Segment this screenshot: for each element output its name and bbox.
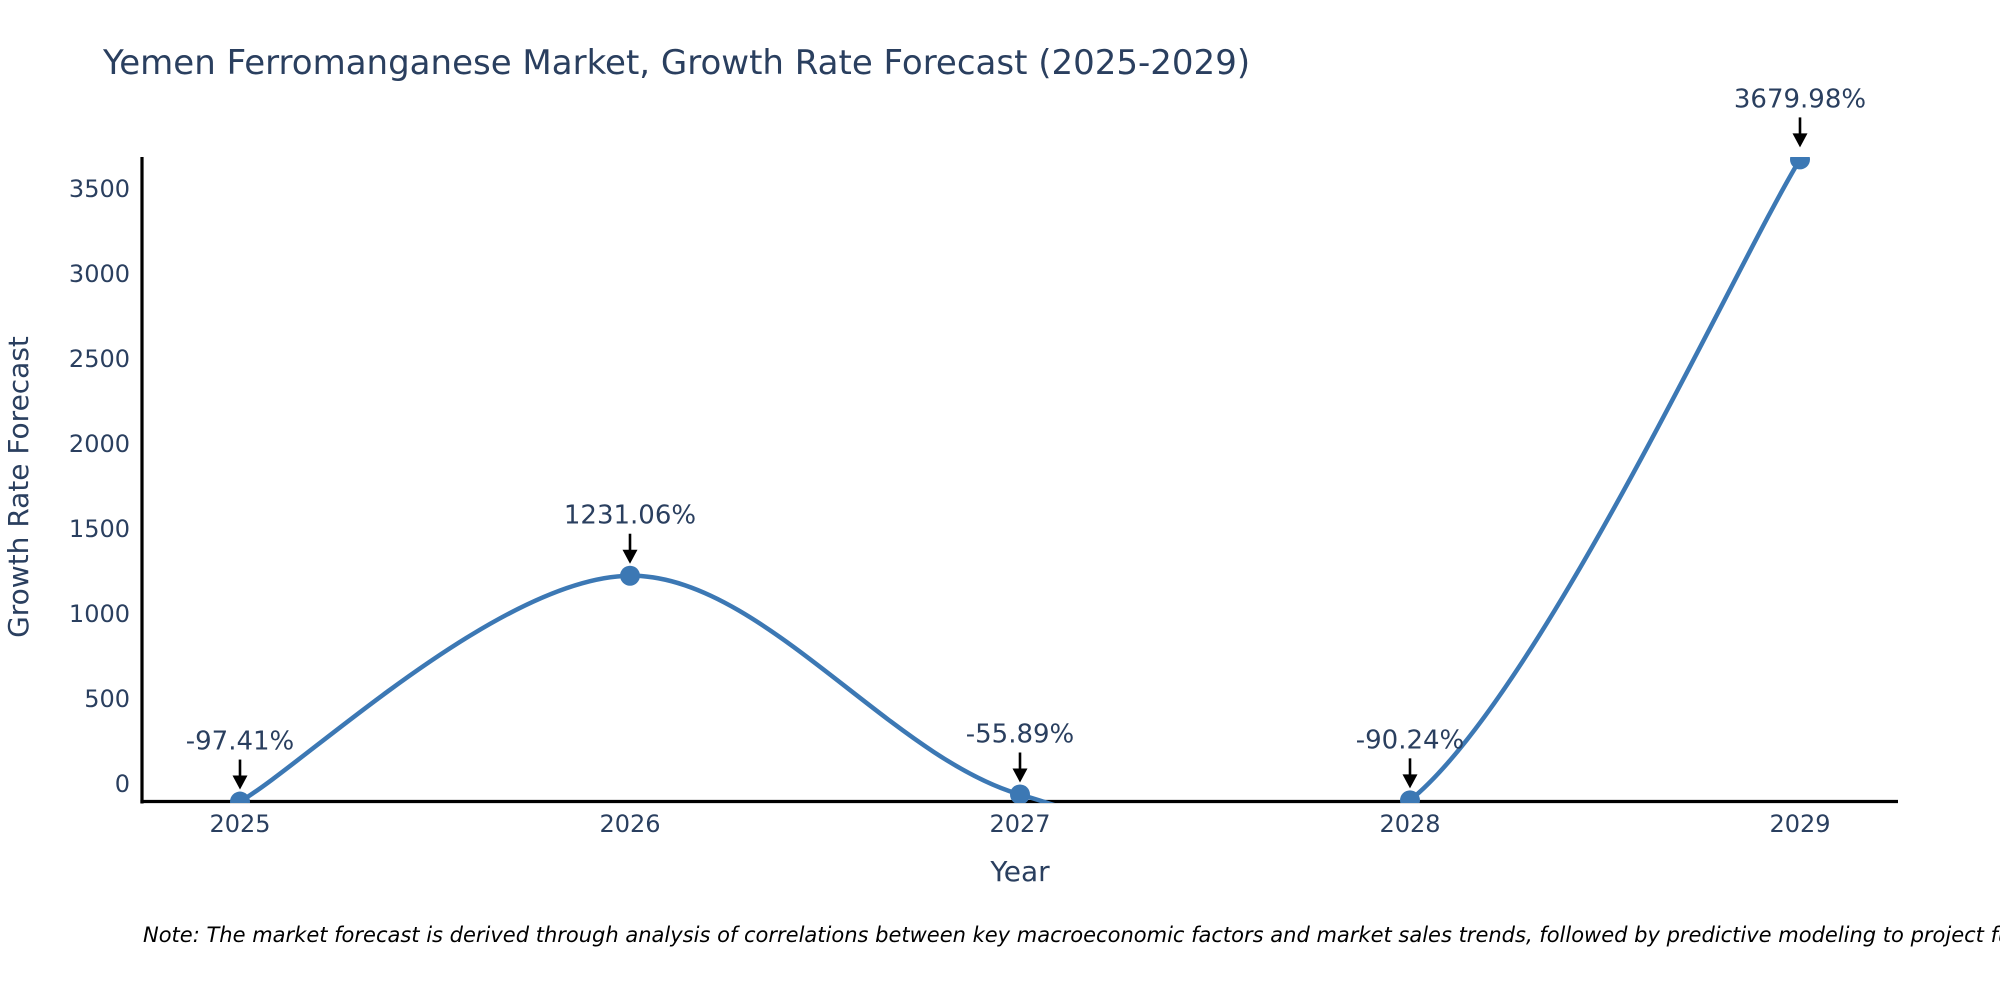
point-label-2025: -97.41% xyxy=(186,727,295,757)
y-axis-tick-labels: 0 500 1000 1500 2000 2500 3000 3500 xyxy=(69,175,130,798)
trace-line xyxy=(238,158,1802,803)
point-label-2026: 1231.06% xyxy=(564,501,696,531)
y-tick-label: 1500 xyxy=(69,515,130,543)
x-tick-label: 2028 xyxy=(1379,810,1440,838)
point-label-2027: -55.89% xyxy=(966,720,1075,750)
y-axis-title: Growth Rate Forecast xyxy=(2,336,35,638)
annotation-2029: 3679.98% xyxy=(1734,84,1866,148)
data-point-marker-2026[interactable] xyxy=(620,565,640,586)
data-point-marker-2025[interactable] xyxy=(230,791,250,812)
annotation-arrowhead xyxy=(232,775,248,790)
point-label-2029: 3679.98% xyxy=(1734,84,1866,114)
y-tick-label: 500 xyxy=(84,685,130,713)
point-label-2028: -90.24% xyxy=(1356,725,1465,755)
annotation-arrowhead xyxy=(1402,774,1418,789)
x-tick-label: 2026 xyxy=(599,810,660,838)
y-tick-label: 0 xyxy=(115,770,130,798)
chart-title: Yemen Ferromanganese Market, Growth Rate… xyxy=(103,43,1251,83)
data-point-marker-2027[interactable] xyxy=(1010,784,1030,805)
annotation-2026: 1231.06% xyxy=(564,501,696,564)
annotation-layer: -97.41% 1231.06% -55.89% -90.24% 3679.98% xyxy=(186,84,1866,790)
y-tick-label: 1000 xyxy=(69,600,130,628)
y-tick-label: 3000 xyxy=(69,260,130,288)
annotation-2028: -90.24% xyxy=(1356,725,1465,789)
x-tick-label: 2027 xyxy=(989,810,1050,838)
data-point-marker-2029[interactable] xyxy=(1790,149,1810,170)
y-tick-label: 2500 xyxy=(69,345,130,373)
data-point-marker-2028[interactable] xyxy=(1400,790,1420,810)
annotation-2027: -55.89% xyxy=(966,720,1075,783)
annotation-arrowhead xyxy=(1792,133,1808,148)
x-axis-tick-labels: 2025 2026 2027 2028 2029 xyxy=(209,810,1830,838)
trace-layer xyxy=(230,149,1810,812)
annotation-arrowhead xyxy=(1012,768,1028,783)
y-tick-label: 2000 xyxy=(69,430,130,458)
x-tick-label: 2029 xyxy=(1769,810,1830,838)
axes-layer xyxy=(140,157,1898,804)
annotation-arrowhead xyxy=(622,549,638,564)
x-tick-label: 2025 xyxy=(209,810,270,838)
annotation-2025: -97.41% xyxy=(186,727,295,790)
y-tick-label: 3500 xyxy=(69,175,130,203)
footnote: Note: The market forecast is derived thr… xyxy=(143,923,2000,947)
x-axis-title: Year xyxy=(989,855,1050,888)
